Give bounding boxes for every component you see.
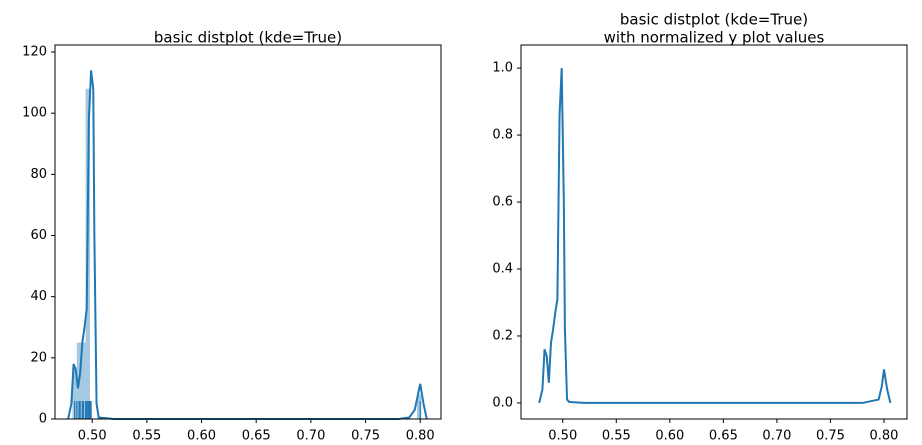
line	[538, 68, 892, 404]
x-tick-label: 0.80	[870, 429, 899, 444]
histogram-bar	[81, 342, 86, 419]
x-tick-label: 0.70	[762, 429, 791, 444]
y-tick-label: 0.4	[492, 261, 513, 276]
histogram-bar	[72, 367, 77, 419]
chart-title: basic distplot (kde=True)	[620, 11, 808, 29]
y-tick-label: 0.6	[492, 195, 513, 210]
x-tick-label: 0.75	[351, 429, 380, 444]
histogram-bar	[416, 394, 422, 419]
x-tick-label: 0.55	[602, 429, 631, 444]
y-tick-label: 0.2	[492, 328, 513, 343]
x-tick-label: 0.75	[816, 429, 845, 444]
y-tick-label: 1.0	[492, 61, 513, 76]
y-tick-label: 40	[30, 289, 47, 304]
y-tick-label: 80	[30, 167, 47, 182]
x-tick-label: 0.50	[78, 429, 107, 444]
y-tick-label: 0.0	[492, 395, 513, 410]
y-tick-label: 120	[22, 45, 47, 60]
x-tick-label: 0.70	[296, 429, 325, 444]
kde-line	[67, 70, 428, 420]
axes-frame	[520, 44, 908, 420]
chart-title: basic distplot (kde=True)	[154, 29, 342, 47]
y-tick-label: 60	[30, 228, 47, 243]
x-tick-label: 0.55	[132, 429, 161, 444]
x-tick-label: 0.80	[406, 429, 435, 444]
x-tick-label: 0.50	[548, 429, 577, 444]
x-tick-label: 0.60	[655, 429, 684, 444]
x-tick-label: 0.60	[187, 429, 216, 444]
axes-frame	[54, 44, 442, 420]
x-tick-label: 0.65	[242, 429, 271, 444]
chart-subtitle: with normalized y plot values	[604, 29, 825, 47]
y-tick-label: 0	[39, 412, 47, 427]
y-tick-label: 100	[22, 106, 47, 121]
x-tick-label: 0.65	[709, 429, 738, 444]
y-tick-label: 20	[30, 350, 47, 365]
y-tick-label: 0.8	[492, 128, 513, 143]
